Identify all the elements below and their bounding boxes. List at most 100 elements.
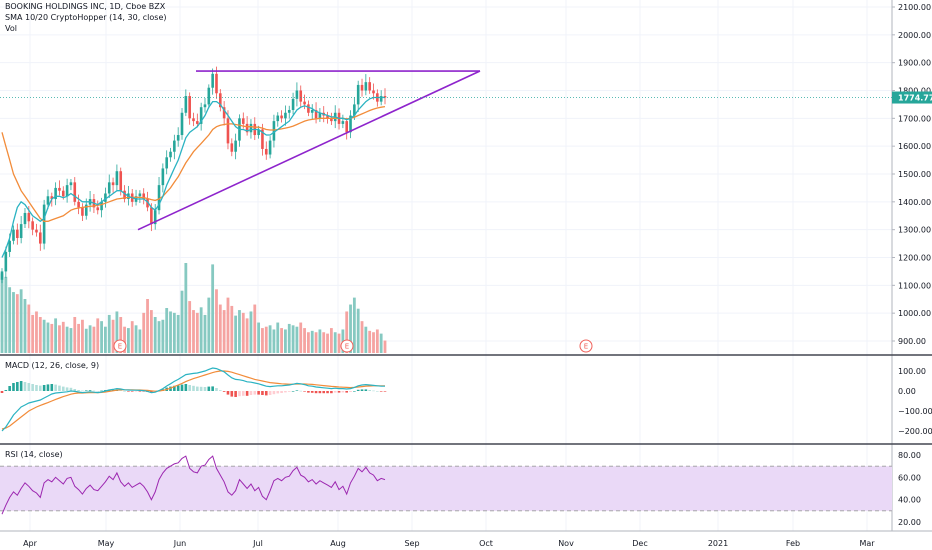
time-tick-label: Apr (23, 539, 38, 548)
rsi-pane (0, 455, 892, 515)
earnings-marker-label: E (118, 343, 122, 351)
candle-body (84, 204, 88, 216)
macd-histogram-bar (192, 385, 195, 391)
last-price-label: 1774.77 (898, 94, 932, 103)
candle-body (272, 121, 276, 141)
candle-body (104, 193, 107, 202)
time-axis[interactable]: Apr May Jun Jul Aug Sep Oct Nov Dec 2021 Feb Mar (0, 530, 932, 548)
volume-bar (261, 328, 264, 353)
macd-histogram-bar (219, 390, 222, 391)
volume-bar (100, 321, 103, 353)
volume-bar (180, 290, 184, 353)
volume-bar (226, 297, 230, 353)
volume-bar (0, 273, 4, 353)
candle-body (196, 121, 199, 124)
macd-histogram-bar (291, 391, 295, 392)
macd-histogram-bar (35, 385, 38, 391)
candle-body (65, 185, 69, 197)
price-tick-label: 1200.00 (898, 254, 931, 263)
macd-histogram-bar (322, 391, 326, 394)
macd-histogram-bar (73, 389, 77, 391)
macd-histogram-bar (84, 390, 88, 391)
time-tick-label: Nov (558, 539, 574, 548)
volume-bar (272, 329, 276, 353)
macd-histogram-bar (364, 389, 368, 391)
macd-histogram-bar (142, 391, 146, 392)
volume-bar (284, 329, 287, 353)
candle-body (307, 104, 310, 113)
price-tick-label: 1400.00 (898, 198, 931, 207)
macd-histogram-bar (253, 391, 257, 395)
macd-histogram-bar (333, 391, 337, 393)
price-tick-label: 1800.00 (898, 87, 931, 96)
sma-slow-line (1, 105, 386, 222)
volume-bar (69, 328, 73, 353)
volume-bar (253, 304, 257, 353)
volume-bar (218, 304, 222, 353)
macd-pane (0, 367, 387, 432)
macd-histogram-bar (173, 385, 176, 391)
sma-legend[interactable]: SMA 10/20 CryptoHopper (14, 30, close) (5, 13, 167, 22)
volume-bar (241, 312, 245, 353)
macd-histogram-bar (31, 384, 34, 391)
candle-body (73, 182, 77, 202)
candle-body (39, 232, 42, 244)
macd-histogram-bar (12, 383, 15, 391)
volume-bar (207, 297, 211, 353)
volume-bar (326, 333, 329, 353)
candle-body (0, 271, 4, 280)
volume-bar (299, 322, 303, 353)
macd-histogram-bar (119, 390, 123, 391)
macd-histogram-bar (356, 389, 360, 391)
earnings-marker (579, 339, 593, 353)
time-tick-label: Dec (632, 539, 647, 548)
volume-bar (138, 329, 142, 353)
candle-body (353, 104, 356, 116)
macd-line (1, 367, 385, 432)
candle-body (303, 101, 306, 105)
macd-histogram-bar (100, 390, 103, 392)
candle-body (372, 90, 375, 94)
volume-bar (126, 328, 130, 353)
macd-histogram-bar (23, 382, 27, 391)
candle-body (46, 196, 50, 205)
candle-body (287, 109, 291, 113)
volume-bar (153, 317, 157, 353)
volume-bar (245, 318, 249, 353)
candle-body (96, 207, 100, 211)
candle-body (165, 157, 168, 169)
volume-bar (119, 317, 123, 353)
candle-body (169, 151, 172, 158)
macd-legend[interactable]: MACD (12, 26, close, 9) (5, 361, 100, 370)
vol-legend[interactable]: Vol (5, 24, 17, 33)
macd-histogram-bar (180, 384, 184, 391)
macd-histogram-bar (176, 385, 180, 391)
candle-body (207, 87, 211, 105)
candle-body (16, 229, 19, 239)
candle-body (326, 115, 329, 119)
macd-histogram-bar (134, 391, 138, 392)
macd-histogram-bar (276, 391, 280, 394)
macd-histogram-bar (65, 387, 69, 391)
candle-body (8, 240, 11, 252)
candle-body (27, 212, 31, 222)
candle-body (157, 185, 161, 211)
volume-bar (8, 287, 12, 353)
volume-bar (352, 297, 356, 353)
volume-bar (58, 325, 61, 353)
macd-histogram-bar (341, 391, 345, 393)
price-axis[interactable]: 900.00 1000.00 1100.00 1200.00 1300.00 1400.0… (0, 0, 932, 531)
volume-bar (280, 328, 283, 353)
candle-body (219, 93, 222, 108)
candle-body (261, 129, 264, 149)
candle-body (341, 121, 345, 124)
symbol-title[interactable]: BOOKING HOLDINGS INC, 1D, Cboe BZX (5, 2, 166, 11)
volume-bar (84, 328, 88, 353)
volume-bar (165, 308, 169, 353)
macd-histogram-bar (295, 390, 299, 391)
rsi-legend[interactable]: RSI (14, close) (5, 450, 63, 459)
macd-histogram-bar (188, 385, 191, 391)
volume-bars (0, 263, 387, 353)
